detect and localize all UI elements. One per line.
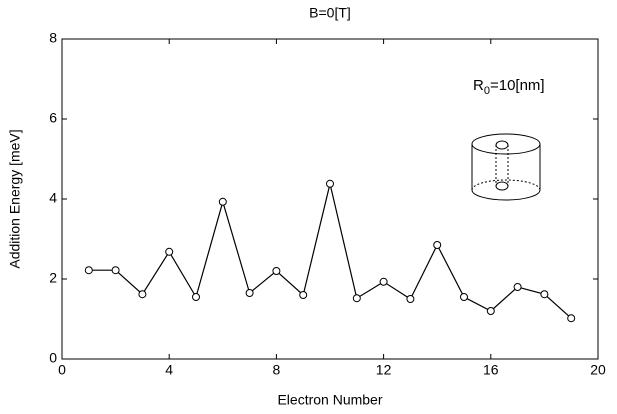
data-point [192,293,200,301]
y-tick-label: 6 [49,110,57,126]
data-point [379,277,388,286]
annotation-part: R [473,77,484,94]
data-point [540,290,549,299]
cylinder-icon [471,133,541,201]
y-tick-label: 2 [49,270,57,286]
data-point [138,290,147,299]
data-point [272,267,281,275]
data-point [567,314,576,323]
data-point [245,289,254,297]
data-point [406,295,415,303]
data-point [352,294,361,303]
y-tick-label: 4 [49,190,57,206]
annotation-subscript: 0 [484,85,490,97]
x-tick-label: 12 [376,362,392,378]
data-point [218,197,227,206]
data-point [326,179,334,188]
y-tick-label: 0 [49,350,57,366]
data-point [165,247,174,256]
x-tick-label: 8 [273,362,281,378]
x-tick-label: 0 [58,362,66,378]
x-axis-label: Electron Number [277,392,382,408]
data-point [84,266,93,275]
y-axis-label: Addition Energy [meV] [7,129,23,268]
annotation: R0=10[nm] [473,77,545,97]
data-point [433,241,442,249]
data-point [486,307,495,315]
data-point [299,291,308,299]
y-tick-label: 8 [49,30,57,46]
x-tick-label: 20 [590,362,606,378]
series-line [88,183,572,319]
x-tick-label: 16 [483,362,499,378]
data-point [513,283,522,291]
annotation-part: =10[nm] [490,77,545,94]
chart-title: B=0[T] [309,5,351,21]
x-tick-label: 4 [165,362,173,378]
data-point [460,293,468,301]
data-point [111,266,120,275]
